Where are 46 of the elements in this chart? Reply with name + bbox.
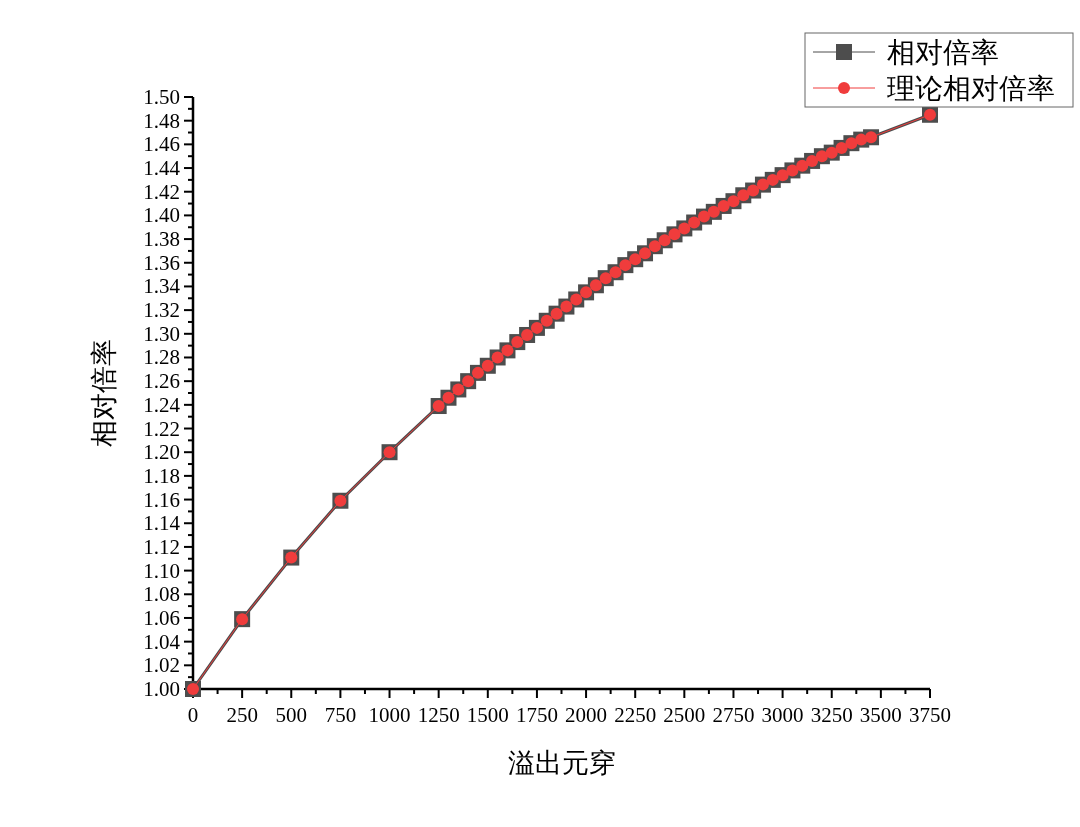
x-tick-label: 750: [324, 703, 357, 727]
legend-label: 理论相对倍率: [887, 73, 1055, 104]
y-tick-label: 1.04: [143, 629, 181, 654]
x-tick-label: 3500: [859, 703, 902, 727]
x-tick-label: 250: [226, 703, 258, 727]
y-tick-label: 1.50: [143, 85, 180, 109]
y-tick-label: 1.48: [143, 108, 180, 133]
y-tick-label: 1.00: [143, 677, 180, 701]
y-tick-label: 1.18: [143, 463, 180, 488]
y-tick-label: 1.26: [143, 369, 180, 394]
x-tick-label: 1750: [515, 703, 558, 727]
y-tick-label: 1.34: [143, 274, 181, 299]
x-tick-label: 3000: [761, 703, 804, 727]
y-tick-label: 1.24: [143, 392, 181, 417]
x-tick-label: 1250: [417, 703, 460, 727]
x-tick-label: 2250: [614, 703, 657, 727]
y-tick-label: 1.14: [143, 511, 181, 536]
x-axis-title: 溢出元穿: [507, 748, 616, 778]
y-tick-label: 1.20: [143, 440, 180, 465]
x-tick-label: 0: [187, 703, 199, 727]
y-tick-label: 1.22: [143, 416, 180, 441]
y-tick-label: 1.38: [143, 227, 180, 252]
x-tick-label: 2500: [663, 703, 706, 727]
y-tick-label: 1.12: [143, 534, 180, 559]
y-tick-label: 1.08: [143, 582, 180, 607]
y-tick-label: 1.30: [143, 321, 180, 346]
y-tick-label: 1.36: [143, 250, 180, 275]
y-axis-title: 相对倍率: [89, 339, 119, 447]
y-tick-label: 1.06: [143, 605, 180, 630]
x-tick-label: 500: [275, 703, 308, 727]
x-tick-label: 2000: [565, 703, 608, 727]
y-tick-label: 1.10: [143, 558, 180, 583]
legend-label: 相对倍率: [887, 37, 999, 68]
y-tick-label: 1.32: [143, 298, 180, 323]
x-tick-label: 3750: [909, 703, 951, 727]
y-tick-label: 1.46: [143, 132, 180, 157]
y-tick-label: 1.42: [143, 179, 180, 204]
y-tick-label: 1.28: [143, 345, 180, 370]
x-tick-label: 3250: [810, 703, 853, 727]
y-tick-label: 1.16: [143, 487, 180, 512]
y-tick-label: 1.40: [143, 203, 180, 228]
y-tick-label: 1.44: [143, 156, 181, 181]
x-tick-label: 1000: [368, 703, 411, 727]
y-tick-label: 1.02: [143, 653, 180, 678]
x-tick-label: 2750: [712, 703, 755, 727]
x-tick-label: 1500: [466, 703, 509, 727]
